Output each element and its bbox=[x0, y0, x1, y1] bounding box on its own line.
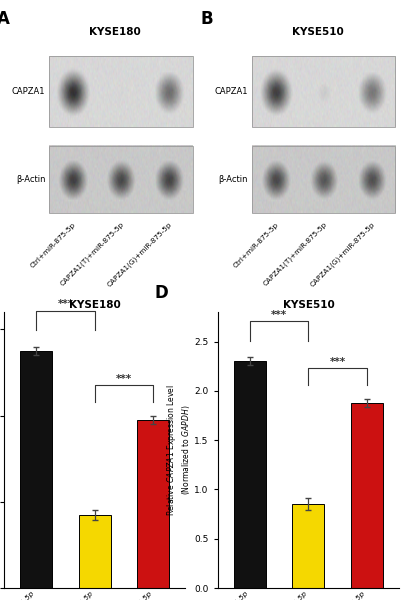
Text: β-Actin: β-Actin bbox=[218, 175, 248, 184]
Text: B: B bbox=[200, 10, 213, 28]
Text: CAPZA1(G)+miR-875-5p: CAPZA1(G)+miR-875-5p bbox=[106, 221, 173, 288]
Bar bbox=[79, 515, 111, 588]
Text: ***: *** bbox=[271, 310, 287, 320]
Text: β-Actin: β-Actin bbox=[16, 175, 45, 184]
Bar bbox=[49, 56, 193, 127]
Bar bbox=[251, 145, 395, 213]
Bar bbox=[292, 504, 324, 588]
Bar bbox=[251, 56, 395, 127]
Text: CAPZA1: CAPZA1 bbox=[214, 87, 248, 96]
Bar bbox=[20, 351, 52, 588]
Text: ***: *** bbox=[57, 299, 73, 309]
Bar bbox=[351, 403, 383, 588]
Text: A: A bbox=[0, 10, 10, 28]
Text: KYSE180: KYSE180 bbox=[89, 26, 141, 37]
Text: CAPZA1: CAPZA1 bbox=[12, 87, 45, 96]
Text: ***: *** bbox=[330, 357, 346, 367]
Text: Ctrl+miR-875-5p: Ctrl+miR-875-5p bbox=[232, 221, 280, 269]
Text: ***: *** bbox=[116, 374, 132, 384]
Title: KYSE180: KYSE180 bbox=[69, 300, 120, 310]
Text: CAPZA1(G)+miR-875-5p: CAPZA1(G)+miR-875-5p bbox=[309, 221, 376, 288]
Text: Ctrl+miR-875-5p: Ctrl+miR-875-5p bbox=[30, 221, 77, 269]
Bar bbox=[137, 420, 169, 588]
Bar bbox=[49, 145, 193, 213]
Title: KYSE510: KYSE510 bbox=[283, 300, 334, 310]
Bar bbox=[234, 361, 266, 588]
Text: D: D bbox=[154, 284, 168, 302]
Y-axis label: Relative $CAPZA1$ Expression Level
(Normalized to $GAPDH$): Relative $CAPZA1$ Expression Level (Norm… bbox=[165, 384, 191, 516]
Text: CAPZA1(T)+miR-875-5p: CAPZA1(T)+miR-875-5p bbox=[59, 221, 125, 287]
Text: CAPZA1(T)+miR-875-5p: CAPZA1(T)+miR-875-5p bbox=[262, 221, 328, 287]
Text: KYSE510: KYSE510 bbox=[292, 26, 344, 37]
